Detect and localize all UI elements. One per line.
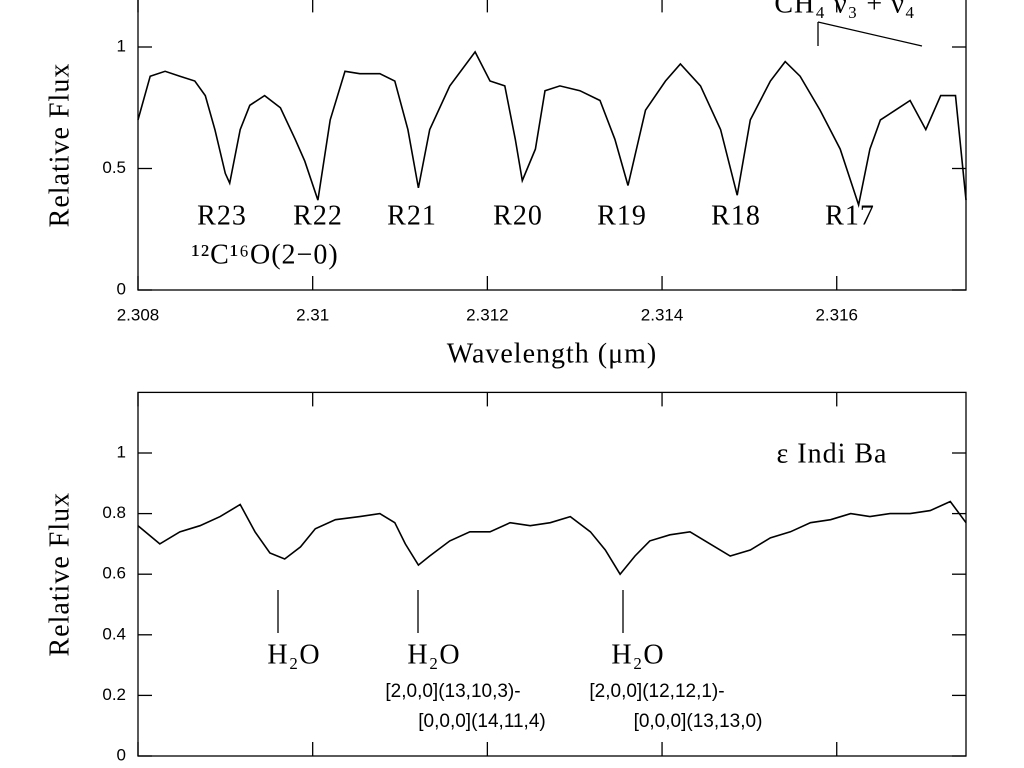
y-tick-label: 0.5 [102,158,126,177]
x-axis-label: Wavelength (μm) [447,338,657,369]
annotation: CH₄ ν₃ + ν₄ [774,0,915,19]
annotation: R20 [493,200,543,231]
annotation: H₂O [611,639,664,670]
x-tick-label: 2.314 [641,305,684,324]
annotation: [2,0,0](13,10,3)- [385,681,520,702]
y-tick-label: 1 [117,36,126,55]
x-tick-label: 2.308 [117,305,160,324]
y-tick-label: 0.4 [102,624,126,643]
annotation: R19 [597,200,647,231]
y-tick-label: 0.2 [102,685,126,704]
annotation: R18 [711,200,761,231]
annotation: R21 [387,200,437,231]
annotation: [0,0,0](14,11,4) [418,711,545,732]
annotation: ε Indi Ba [777,438,888,469]
annotation: R17 [825,200,875,231]
annotation: H₂O [267,639,320,670]
y-tick-label: 0 [117,279,126,298]
x-tick-label: 2.316 [815,305,858,324]
annotation: H₂O [407,639,460,670]
annotation: [2,0,0](12,12,1)- [589,681,724,702]
spectrum-line [137,50,967,209]
annotation: R23 [197,200,247,231]
x-tick-label: 2.312 [466,305,509,324]
y-tick-label: 0.6 [102,564,126,583]
y-tick-label: 0 [117,745,126,764]
plot-frame [137,0,967,291]
y-axis-label: Relative Flux [44,63,75,228]
spectrum-line [137,500,967,576]
annotation: [0,0,0](13,13,0) [634,711,763,732]
annotation: ¹²C¹⁶O(2−0) [191,239,338,270]
y-axis-label: Relative Flux [44,492,75,657]
annotation: R22 [293,200,343,231]
y-tick-label: 1 [117,442,126,461]
y-tick-label: 0.8 [102,503,126,522]
ch4-bracket [817,21,923,47]
x-tick-label: 2.31 [296,305,329,324]
